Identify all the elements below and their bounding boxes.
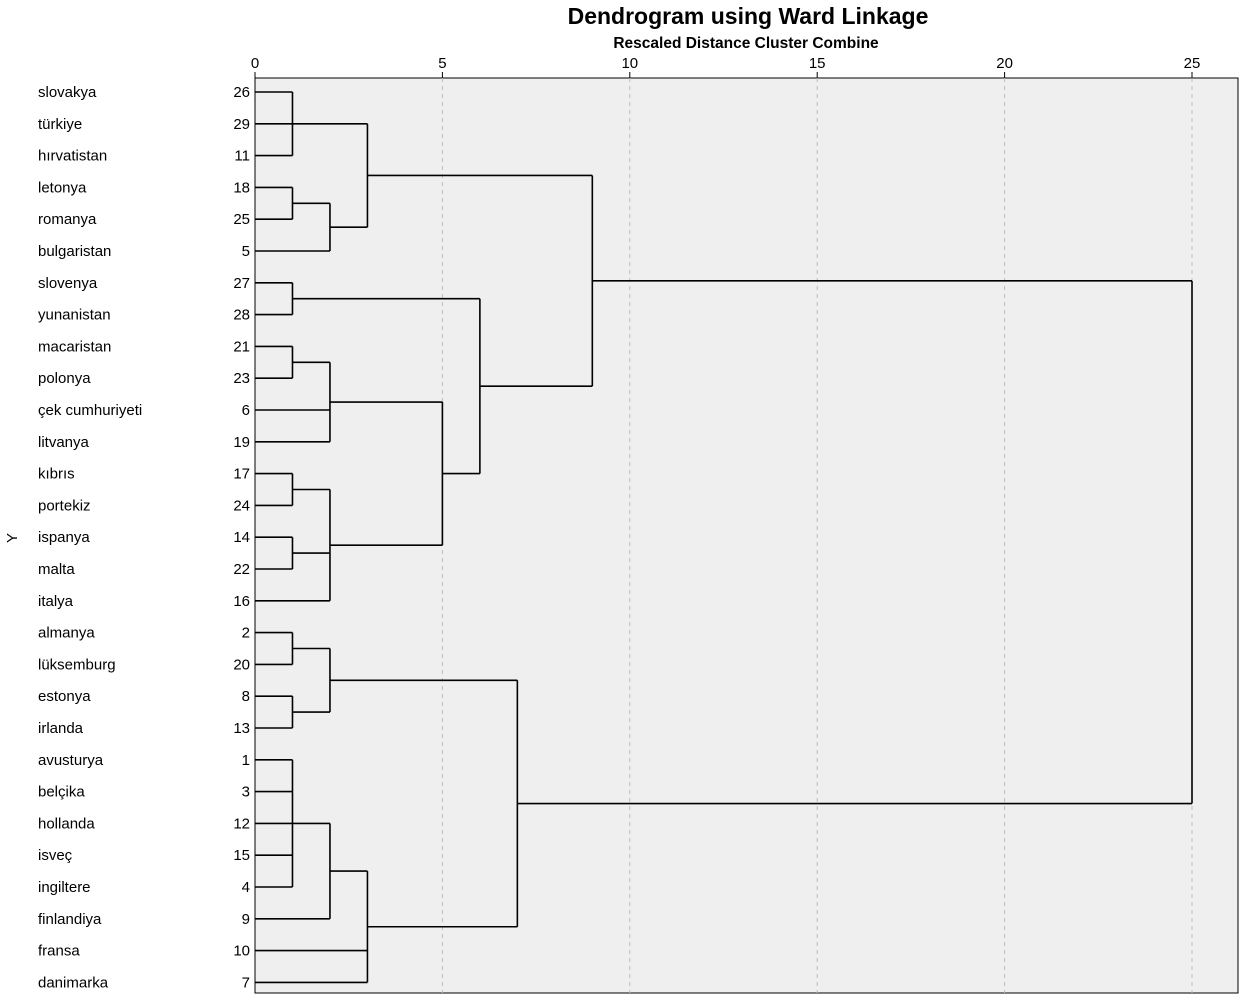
plot-area bbox=[254, 77, 1239, 994]
leaf-label: portekiz bbox=[38, 497, 91, 514]
leaf-case-number: 29 bbox=[233, 116, 250, 133]
leaf-case-number: 22 bbox=[233, 561, 250, 578]
leaf-label: danimarka bbox=[38, 974, 109, 991]
leaf-label: hırvatistan bbox=[38, 148, 107, 165]
leaf-label: ispanya bbox=[38, 529, 90, 546]
leaf-label: letonya bbox=[38, 179, 87, 196]
x-tick-label: 5 bbox=[438, 55, 446, 72]
leaf-label: isveç bbox=[38, 847, 73, 864]
leaf-case-number: 23 bbox=[233, 370, 250, 387]
x-tick-label: 10 bbox=[621, 55, 638, 72]
leaf-case-number: 20 bbox=[233, 656, 250, 673]
leaf-case-number: 1 bbox=[242, 752, 250, 769]
leaf-label: litvanya bbox=[38, 434, 90, 451]
y-axis-label: Y bbox=[4, 533, 21, 543]
chart-title: Dendrogram using Ward Linkage bbox=[568, 3, 929, 29]
leaf-case-number: 19 bbox=[233, 434, 250, 451]
leaf-label: yunanistan bbox=[38, 307, 111, 324]
leaf-case-number: 7 bbox=[242, 974, 250, 991]
leaf-case-number: 17 bbox=[233, 466, 250, 483]
x-axis: 0 5 10 15 20 25 bbox=[251, 55, 1201, 78]
x-tick-label: 20 bbox=[996, 55, 1013, 72]
leaf-case-number: 14 bbox=[233, 529, 250, 546]
leaf-case-number: 5 bbox=[242, 243, 250, 260]
leaf-case-number: 4 bbox=[242, 879, 250, 896]
leaf-label: avusturya bbox=[38, 752, 104, 769]
leaf-label: romanya bbox=[38, 211, 97, 228]
leaf-label: italya bbox=[38, 593, 74, 610]
leaf-label: belçika bbox=[38, 784, 85, 801]
leaf-case-number: 21 bbox=[233, 338, 250, 355]
leaf-label: ingiltere bbox=[38, 879, 91, 896]
leaf-case-number: 2 bbox=[242, 625, 250, 642]
leaf-label: irlanda bbox=[38, 720, 84, 737]
leaf-case-number: 16 bbox=[233, 593, 250, 610]
leaf-label: estonya bbox=[38, 688, 91, 705]
dendrogram-links bbox=[255, 91, 1193, 984]
leaf-label: macaristan bbox=[38, 338, 111, 355]
leaf-case-number: 13 bbox=[233, 720, 250, 737]
leaf-case-number: 10 bbox=[233, 943, 250, 960]
leaf-case-number: 6 bbox=[242, 402, 250, 419]
leaf-case-number: 18 bbox=[233, 179, 250, 196]
leaf-label: fransa bbox=[38, 943, 80, 960]
leaf-label: lüksemburg bbox=[38, 656, 116, 673]
x-tick-label: 15 bbox=[809, 55, 826, 72]
leaf-case-number: 27 bbox=[233, 275, 250, 292]
leaf-label: bulgaristan bbox=[38, 243, 111, 260]
leaf-label: polonya bbox=[38, 370, 91, 387]
leaf-case-number: 24 bbox=[233, 497, 250, 514]
leaf-label: almanya bbox=[38, 625, 95, 642]
chart-subtitle: Rescaled Distance Cluster Combine bbox=[613, 35, 879, 52]
leaf-case-number: 12 bbox=[233, 815, 250, 832]
leaf-case-number: 9 bbox=[242, 911, 250, 928]
leaf-label: malta bbox=[38, 561, 75, 578]
leaf-label: hollanda bbox=[38, 815, 95, 832]
x-tick-label: 0 bbox=[251, 55, 259, 72]
leaf-label: finlandiya bbox=[38, 911, 102, 928]
leaf-label: çek cumhuriyeti bbox=[38, 402, 142, 419]
leaf-case-number: 8 bbox=[242, 688, 250, 705]
leaf-case-number: 26 bbox=[233, 84, 250, 101]
leaf-case-number: 3 bbox=[242, 784, 250, 801]
leaf-case-number: 11 bbox=[234, 148, 250, 165]
leaf-case-number: 25 bbox=[233, 211, 250, 228]
leaf-case-number: 28 bbox=[233, 307, 250, 324]
x-tick-label: 25 bbox=[1184, 55, 1201, 72]
leaf-case-number: 15 bbox=[233, 847, 250, 864]
leaf-label: slovenya bbox=[38, 275, 98, 292]
leaf-label: slovakya bbox=[38, 84, 97, 101]
leaf-label: türkiye bbox=[38, 116, 82, 133]
leaf-label: kıbrıs bbox=[38, 466, 75, 483]
